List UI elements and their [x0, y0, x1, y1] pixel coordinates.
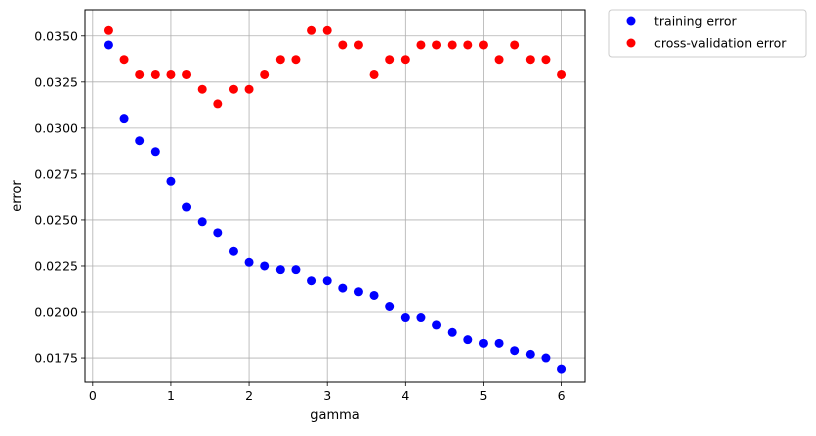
data-point	[135, 69, 145, 79]
data-point	[432, 40, 442, 50]
data-point	[557, 364, 567, 374]
data-point	[400, 55, 410, 65]
data-point	[275, 265, 285, 275]
x-tick-label: 0	[89, 388, 97, 403]
data-point	[260, 69, 270, 79]
data-points	[103, 25, 567, 374]
y-tick-label: 0.0275	[34, 166, 78, 181]
data-point	[494, 55, 504, 65]
legend-entry-cross-validation-error: cross-validation error	[654, 36, 787, 51]
data-point	[150, 69, 160, 79]
x-tick-label: 1	[167, 388, 175, 403]
data-point	[119, 114, 129, 124]
y-tick-label: 0.0225	[34, 258, 78, 273]
x-tick-label: 4	[401, 388, 409, 403]
data-point	[510, 40, 520, 50]
data-point	[150, 147, 160, 157]
data-point	[369, 290, 379, 300]
data-point	[197, 217, 207, 227]
data-point	[228, 246, 238, 256]
data-point	[510, 346, 520, 356]
x-tick-label: 3	[323, 388, 331, 403]
data-point	[447, 327, 457, 337]
data-point	[385, 301, 395, 311]
data-point	[463, 40, 473, 50]
data-point	[166, 176, 176, 186]
data-point	[525, 55, 535, 65]
data-point	[197, 84, 207, 94]
x-axis-label: gamma	[310, 408, 360, 423]
data-point	[338, 283, 348, 293]
x-tick-label: 5	[479, 388, 487, 403]
data-point	[275, 55, 285, 65]
y-axis-label: error	[10, 180, 25, 212]
y-tick-label: 0.0175	[34, 351, 78, 366]
data-point	[228, 84, 238, 94]
data-point	[166, 69, 176, 79]
data-point	[322, 276, 332, 286]
data-point	[478, 338, 488, 348]
data-point	[291, 265, 301, 275]
data-point	[400, 313, 410, 323]
data-point	[244, 257, 254, 267]
plot-frame	[84, 9, 586, 383]
data-point	[525, 349, 535, 359]
data-point	[119, 55, 129, 65]
data-point	[541, 55, 551, 65]
data-point	[213, 99, 223, 109]
grid-lines	[85, 10, 585, 382]
x-tick-label: 6	[558, 388, 566, 403]
data-point	[494, 338, 504, 348]
data-point	[322, 25, 332, 35]
series-training-error	[103, 40, 567, 374]
y-tick-label: 0.0200	[34, 305, 78, 320]
data-point	[213, 228, 223, 238]
data-point	[260, 261, 270, 271]
data-point	[416, 313, 426, 323]
data-point	[353, 40, 363, 50]
axis-ticks: 0 1 2 3 4 5 6 0.0175 0.0200 0.0225 0.0250 0.0275 0.0…	[34, 28, 565, 403]
legend-entry-training-error: training error	[654, 14, 738, 29]
data-point	[463, 335, 473, 345]
data-point	[135, 136, 145, 146]
data-point	[182, 202, 192, 212]
data-point	[103, 25, 113, 35]
data-point	[291, 55, 301, 65]
y-tick-label: 0.0250	[34, 212, 78, 227]
data-point	[557, 69, 567, 79]
legend-box	[608, 9, 807, 58]
data-point	[385, 55, 395, 65]
data-point	[338, 40, 348, 50]
data-point	[369, 69, 379, 79]
legend-marker-cross-validation-error	[626, 38, 636, 48]
y-tick-label: 0.0350	[34, 28, 78, 43]
data-point	[244, 84, 254, 94]
y-tick-label: 0.0325	[34, 74, 78, 89]
legend: training error cross-validation error	[608, 9, 807, 58]
data-point	[478, 40, 488, 50]
data-point	[103, 40, 113, 50]
data-point	[353, 287, 363, 297]
series-cross-validation-error	[103, 25, 567, 109]
data-point	[447, 40, 457, 50]
data-point	[307, 276, 317, 286]
y-tick-label: 0.0300	[34, 120, 78, 135]
legend-marker-training-error	[626, 16, 636, 26]
data-point	[541, 353, 551, 363]
data-point	[307, 25, 317, 35]
data-point	[416, 40, 426, 50]
x-tick-label: 2	[245, 388, 253, 403]
data-point	[432, 320, 442, 330]
data-point	[182, 69, 192, 79]
